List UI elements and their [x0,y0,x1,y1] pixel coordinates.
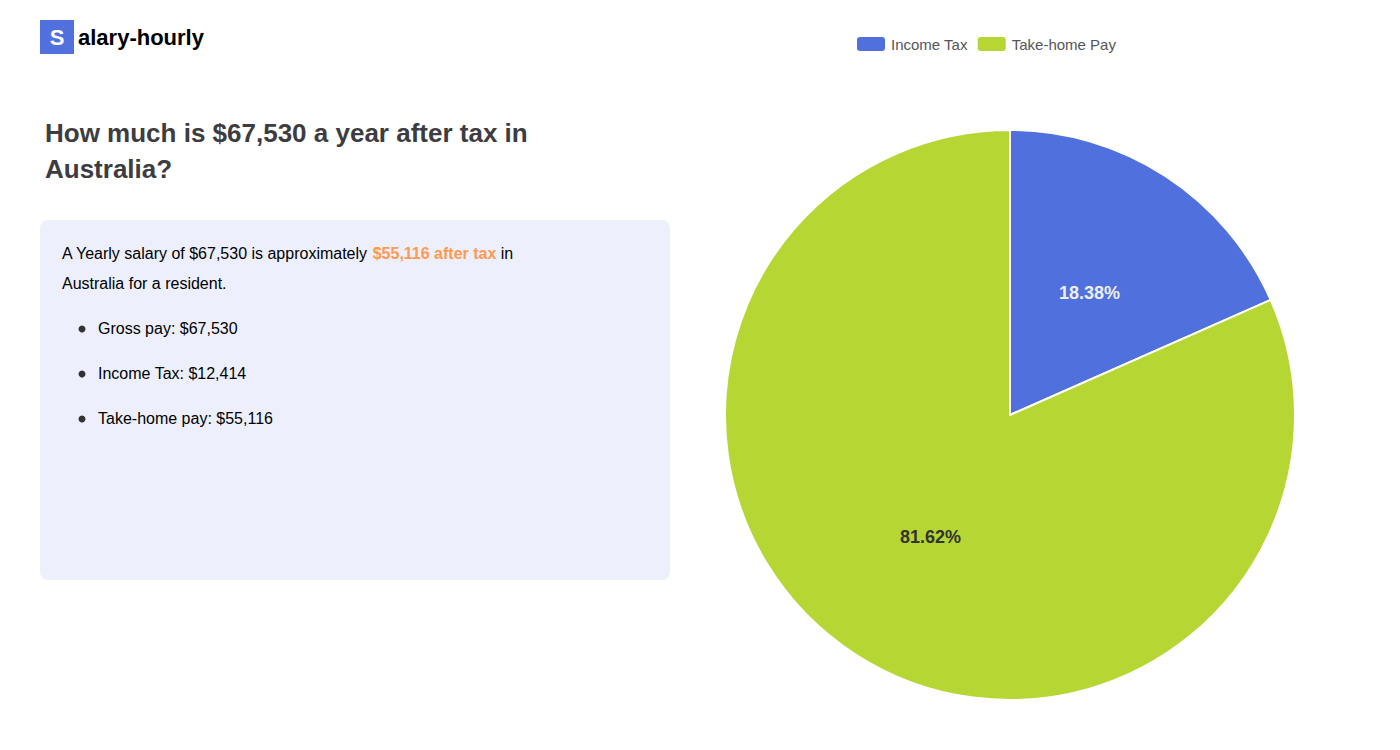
svg-text:Australia for a resident.: Australia for a resident. [62,275,227,292]
svg-text:S: S [50,25,65,50]
svg-text:Gross pay: $67,530: Gross pay: $67,530 [98,320,238,337]
svg-text:Take-home pay: $55,116: Take-home pay: $55,116 [98,410,273,427]
svg-text:81.62%: 81.62% [900,527,961,547]
svg-text:Income Tax: Income Tax [891,36,968,53]
svg-text:How much is $67,530 a year aft: How much is $67,530 a year after tax in [45,118,528,148]
svg-text:Australia?: Australia? [45,154,172,184]
svg-text:in: in [496,245,513,262]
svg-text:Income Tax: $12,414: Income Tax: $12,414 [98,365,246,382]
svg-text:$55,116 after tax: $55,116 after tax [373,245,497,262]
svg-text:Take-home Pay: Take-home Pay [1012,36,1117,53]
svg-text:alary-hourly: alary-hourly [78,25,205,50]
svg-text:A Yearly salary of $67,530 is: A Yearly salary of $67,530 is approximat… [62,245,372,262]
svg-text:18.38%: 18.38% [1059,283,1120,303]
